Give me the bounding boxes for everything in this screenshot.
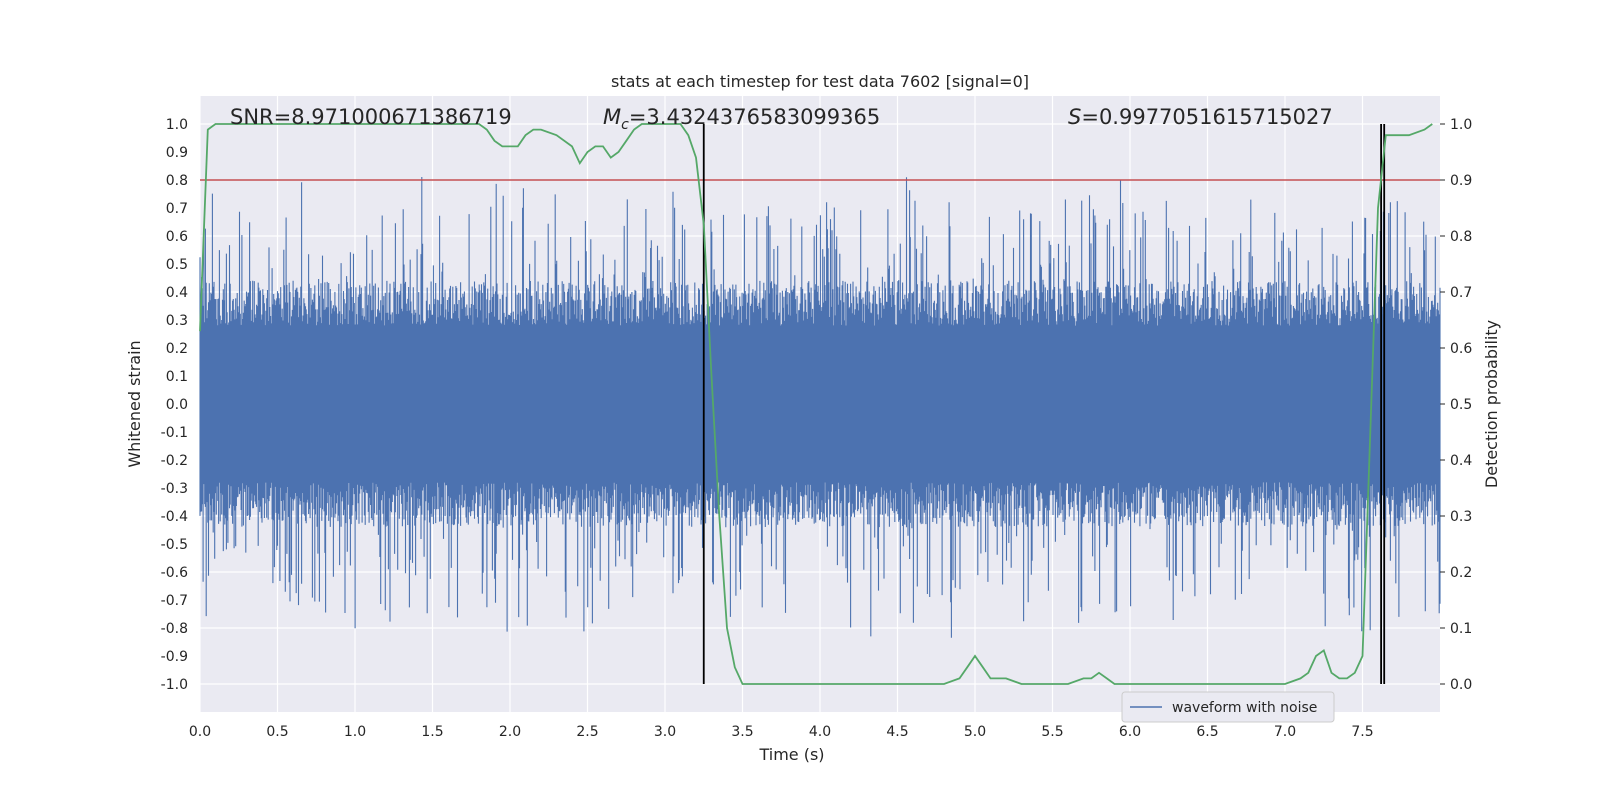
y-tick-label: -0.1 (161, 425, 188, 441)
y-tick-label-right: 0.1 (1450, 621, 1472, 637)
chart-title: stats at each timestep for test data 760… (611, 72, 1029, 91)
annotation-chirp-mass: Mc=3.4324376583099365 (603, 105, 880, 133)
y-tick-label: 0.7 (166, 201, 188, 217)
y-tick-label-right: 0.5 (1450, 397, 1472, 413)
y-tick-label-right: 0.7 (1450, 285, 1472, 301)
series-waveform-with-noise (199, 177, 1441, 638)
y-tick-label-right: 0.9 (1450, 173, 1472, 189)
x-tick-label: 1.0 (344, 724, 366, 740)
y-tick-label: 0.1 (166, 369, 188, 385)
y-tick-label-right: 0.6 (1450, 341, 1472, 357)
y-tick-label: -0.8 (161, 621, 188, 637)
x-tick-label: 5.0 (964, 724, 986, 740)
series-detection-probability (199, 123, 1433, 685)
x-tick-label: 3.0 (654, 724, 676, 740)
y-tick-label: 0.4 (166, 285, 188, 301)
y-axis-label: Whitened strain (125, 340, 144, 467)
x-tick-label: 4.0 (809, 724, 831, 740)
y-tick-label-right: 0.0 (1450, 677, 1472, 693)
y-tick-label: -1.0 (161, 677, 188, 693)
x-axis-label: Time (s) (758, 745, 824, 764)
y-tick-label: -0.9 (161, 649, 188, 665)
x-tick-label: 5.5 (1041, 724, 1063, 740)
y-tick-label: 0.8 (166, 173, 188, 189)
x-tick-label: 3.5 (731, 724, 753, 740)
y-tick-label: -0.6 (161, 565, 188, 581)
x-tick-label: 1.5 (421, 724, 443, 740)
x-tick-label: 7.5 (1351, 724, 1373, 740)
y-tick-label: -0.4 (161, 509, 188, 525)
y-tick-label: -0.7 (161, 593, 188, 609)
x-tick-label: 2.5 (576, 724, 598, 740)
legend-box (1121, 691, 1335, 723)
x-tick-label: 4.5 (886, 724, 908, 740)
x-tick-label: 2.0 (499, 724, 521, 740)
y-ticks-right: 1.0 0.9 0.8 0.7 0.6 0.5 0.4 0.3 0.2 0.1 0.0 (1440, 117, 1472, 693)
probability-line (199, 123, 1433, 685)
y-tick-label-right: 1.0 (1450, 117, 1472, 133)
y-tick-label: 0.5 (166, 257, 188, 273)
legend-label: waveform with noise (1172, 700, 1317, 716)
x-tick-label: 7.0 (1274, 724, 1296, 740)
y-axis-label-right: Detection probability (1482, 320, 1501, 488)
y-tick-label: 0.3 (166, 313, 188, 329)
annotation-snr: SNR=8.971000671386719 (230, 105, 512, 129)
y-tick-label-right: 0.2 (1450, 565, 1472, 581)
y-tick-label-right: 0.4 (1450, 453, 1472, 469)
waveform-trace (199, 177, 1441, 638)
y-tick-label-right: 0.3 (1450, 509, 1472, 525)
x-tick-label: 6.5 (1196, 724, 1218, 740)
y-tick-label: 0.9 (166, 145, 188, 161)
annotation-score: S=0.9977051615715027 (1068, 105, 1333, 129)
y-tick-label: 1.0 (166, 117, 188, 133)
y-tick-label: -0.2 (161, 453, 188, 469)
x-tick-label: 0.5 (266, 724, 288, 740)
y-tick-label-right: 0.8 (1450, 229, 1472, 245)
y-tick-label: 0.2 (166, 341, 188, 357)
y-tick-label: -0.3 (161, 481, 188, 497)
y-tick-label: 0.6 (166, 229, 188, 245)
y-tick-label: 0.0 (166, 397, 188, 413)
legend: waveform with noise (1121, 691, 1335, 723)
y-ticks: 1.0 0.9 0.8 0.7 0.6 0.5 0.4 0.3 0.2 0.1 0.0 -0.1 -0.… (161, 117, 188, 693)
y-tick-label: -0.5 (161, 537, 188, 553)
x-tick-label: 0.0 (189, 724, 211, 740)
x-tick-label: 6.0 (1119, 724, 1141, 740)
x-ticks: 0.0 0.5 1.0 1.5 2.0 2.5 3.0 3.5 4.0 4.5 5.0 5.5 6.0 6… (189, 724, 1374, 740)
